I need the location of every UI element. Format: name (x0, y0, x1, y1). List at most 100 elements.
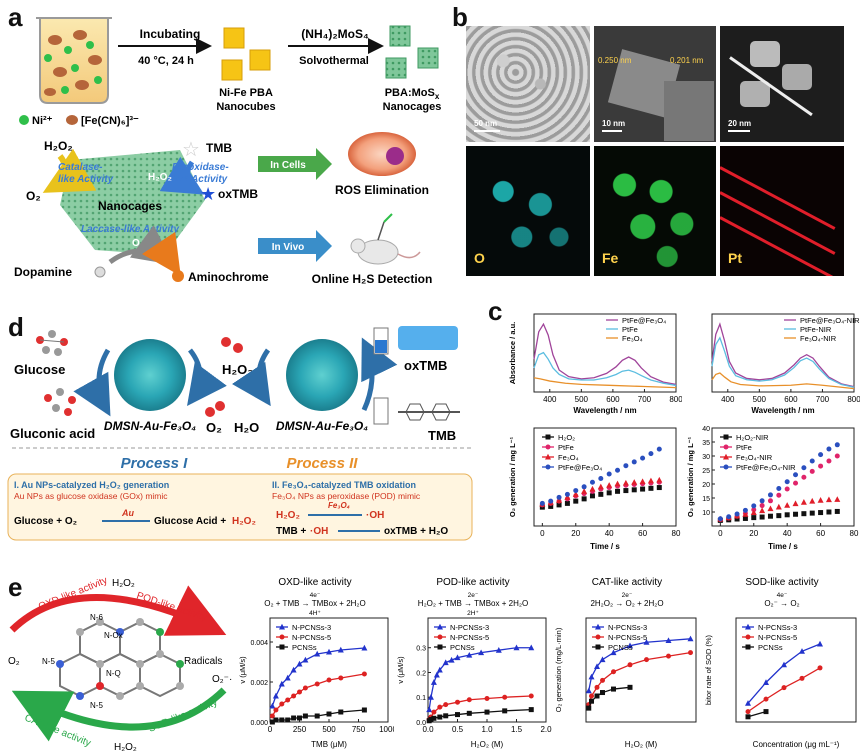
data-point (776, 485, 782, 491)
data-point (573, 498, 579, 504)
data-point (586, 705, 592, 711)
nanocube-icon (221, 27, 271, 81)
data-point (767, 505, 774, 512)
data-point (594, 693, 600, 699)
data-point (314, 681, 320, 687)
y-axis-label: v (μM/s) (238, 656, 247, 684)
data-point (817, 497, 824, 503)
data-point (800, 499, 807, 505)
chart-c1: 400 500 600 700 800 Wavelength / nm Absorbance… (508, 313, 682, 415)
plot-frame (533, 427, 677, 527)
panel-e-diagram: H₂O₂ OXD-like activity POD-like activity… (8, 575, 232, 752)
data-point (556, 494, 562, 500)
tmb-molecule-icon (398, 403, 460, 421)
x-tick-label: 400 (543, 395, 557, 404)
plot-frame (585, 617, 697, 723)
data-point (781, 661, 787, 668)
data-point (594, 684, 600, 690)
svg-text:oxTMB: oxTMB (218, 187, 258, 201)
series-line (747, 710, 767, 718)
data-point (776, 513, 782, 519)
data-point (826, 458, 832, 464)
data-point (297, 689, 302, 695)
svg-text:In Vivo: In Vivo (272, 242, 305, 253)
data-point (273, 707, 279, 713)
chart-equation: H₂O₂ + TMB → TMBox + 2H₂O (418, 599, 528, 608)
dmsn-sphere-1 (114, 339, 186, 411)
legend-marker (595, 634, 601, 640)
data-point (598, 491, 604, 497)
cuvette-blue-icon (373, 327, 389, 355)
data-point (361, 671, 367, 677)
nanocage-icon (385, 25, 439, 79)
y-tick-label: 15 (702, 496, 710, 503)
data-point (627, 684, 633, 690)
chart-c3: 0 20 40 60 80 Time / s O₂ generation / mg L⁻¹ H… (508, 427, 681, 551)
x-tick-label: 60 (638, 529, 647, 538)
data-point (589, 493, 595, 499)
data-point (639, 478, 646, 485)
y-axis-label: O₂ generation / mg L⁻¹ (508, 436, 517, 517)
plot-frame (711, 313, 855, 393)
data-point (285, 697, 291, 703)
svg-text:N-5: N-5 (42, 657, 55, 666)
svg-text:Incubating: Incubating (140, 27, 201, 41)
legend-marker (279, 644, 285, 650)
data-point (598, 476, 604, 482)
data-point (767, 492, 773, 498)
data-point (759, 498, 765, 504)
svg-text:II. Fe₃O₄-catalyzed TMB oxidat: II. Fe₃O₄-catalyzed TMB oxidation (272, 480, 416, 490)
x-axis-label: TMB (μM) (311, 740, 347, 749)
x-tick-label: 700 (816, 395, 830, 404)
data-point (648, 485, 654, 491)
data-point (742, 515, 748, 521)
svg-text:Fe₃O₄: Fe₃O₄ (328, 501, 350, 510)
fecn-ion-icon (66, 115, 78, 125)
svg-text:N-Q: N-Q (106, 669, 121, 678)
data-point (361, 707, 367, 713)
y-tick-label: 20 (702, 482, 710, 489)
x-axis-label: Wavelength / nm (751, 406, 814, 415)
legend-marker (545, 464, 551, 470)
panel-label-c: c (488, 296, 503, 326)
svg-text:Process I: Process I (121, 455, 189, 472)
data-point (585, 687, 592, 694)
data-point (428, 717, 434, 723)
svg-text:Ni²⁺: Ni²⁺ (32, 115, 53, 127)
data-point (643, 639, 650, 645)
dmsn-sphere-2 (286, 339, 358, 411)
x-tick-label: 0.0 (422, 725, 434, 734)
aminochrome-icon (172, 270, 184, 282)
svg-text:O₂: O₂ (8, 656, 20, 667)
data-point (361, 644, 368, 651)
data-point (834, 508, 840, 514)
data-point (528, 644, 535, 651)
data-point (338, 675, 344, 681)
data-point (767, 498, 773, 504)
data-point (734, 511, 740, 517)
series-line (711, 322, 855, 388)
data-point (793, 472, 799, 478)
svg-text:Glucose Acid +: Glucose Acid + (154, 516, 226, 527)
equation-below: 2H⁺ (467, 610, 479, 617)
x-tick-label: 800 (847, 395, 860, 404)
data-point (656, 476, 663, 483)
data-point (799, 648, 805, 654)
x-tick-label: 20 (571, 529, 580, 538)
data-point (437, 704, 443, 710)
legend-marker (545, 444, 551, 450)
data-point (745, 709, 751, 715)
data-point (442, 659, 449, 666)
legend-label: N-PCNSs-3 (608, 623, 647, 632)
y-axis-label: bitor rate of SOD (%) (704, 634, 713, 705)
svg-text:OXD-like activity: OXD-like activity (37, 575, 109, 613)
x-tick-label: 500 (753, 395, 767, 404)
y-axis-label: O₂ generation (mg/L·min) (554, 627, 563, 712)
data-point (763, 696, 769, 702)
legend-label: PtFe@Fe₃O₄-NIR (800, 316, 860, 325)
star-outline-icon: ☆ (182, 139, 200, 161)
legend-label: PCNSs (758, 643, 783, 652)
data-point (433, 671, 440, 678)
svg-text:I. Au NPs-catalyzed H₂O₂ gener: I. Au NPs-catalyzed H₂O₂ generation (14, 480, 169, 490)
data-point (426, 706, 433, 713)
